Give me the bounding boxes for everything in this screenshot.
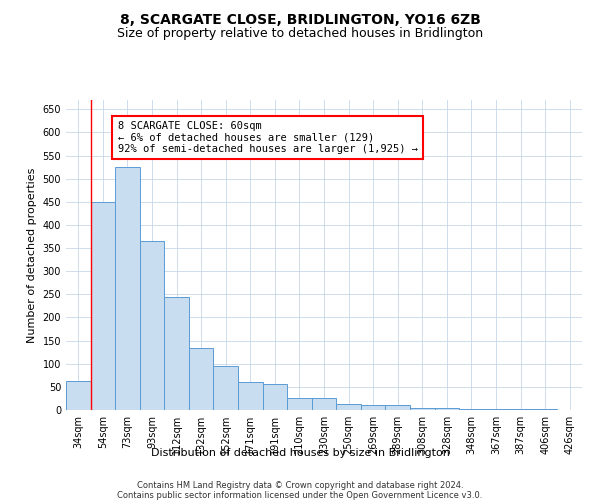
Bar: [115, 167, 140, 410]
Bar: [361, 406, 385, 410]
Bar: [189, 348, 214, 410]
Bar: [66, 382, 91, 410]
Bar: [434, 408, 459, 410]
Text: Contains HM Land Registry data © Crown copyright and database right 2024.: Contains HM Land Registry data © Crown c…: [137, 481, 463, 490]
Bar: [164, 296, 189, 410]
Bar: [508, 409, 533, 410]
Text: Contains public sector information licensed under the Open Government Licence v3: Contains public sector information licen…: [118, 491, 482, 500]
Bar: [91, 202, 115, 410]
Bar: [287, 398, 312, 410]
Bar: [484, 408, 508, 410]
Text: 8, SCARGATE CLOSE, BRIDLINGTON, YO16 6ZB: 8, SCARGATE CLOSE, BRIDLINGTON, YO16 6ZB: [119, 12, 481, 26]
Bar: [263, 384, 287, 410]
Y-axis label: Number of detached properties: Number of detached properties: [27, 168, 37, 342]
Bar: [459, 408, 484, 410]
Bar: [312, 398, 336, 410]
Text: Size of property relative to detached houses in Bridlington: Size of property relative to detached ho…: [117, 28, 483, 40]
Bar: [410, 408, 434, 410]
Bar: [385, 406, 410, 410]
Bar: [140, 241, 164, 410]
Bar: [238, 382, 263, 410]
Text: Distribution of detached houses by size in Bridlington: Distribution of detached houses by size …: [151, 448, 449, 458]
Bar: [214, 366, 238, 410]
Bar: [533, 409, 557, 410]
Bar: [336, 404, 361, 410]
Text: 8 SCARGATE CLOSE: 60sqm
← 6% of detached houses are smaller (129)
92% of semi-de: 8 SCARGATE CLOSE: 60sqm ← 6% of detached…: [118, 121, 418, 154]
